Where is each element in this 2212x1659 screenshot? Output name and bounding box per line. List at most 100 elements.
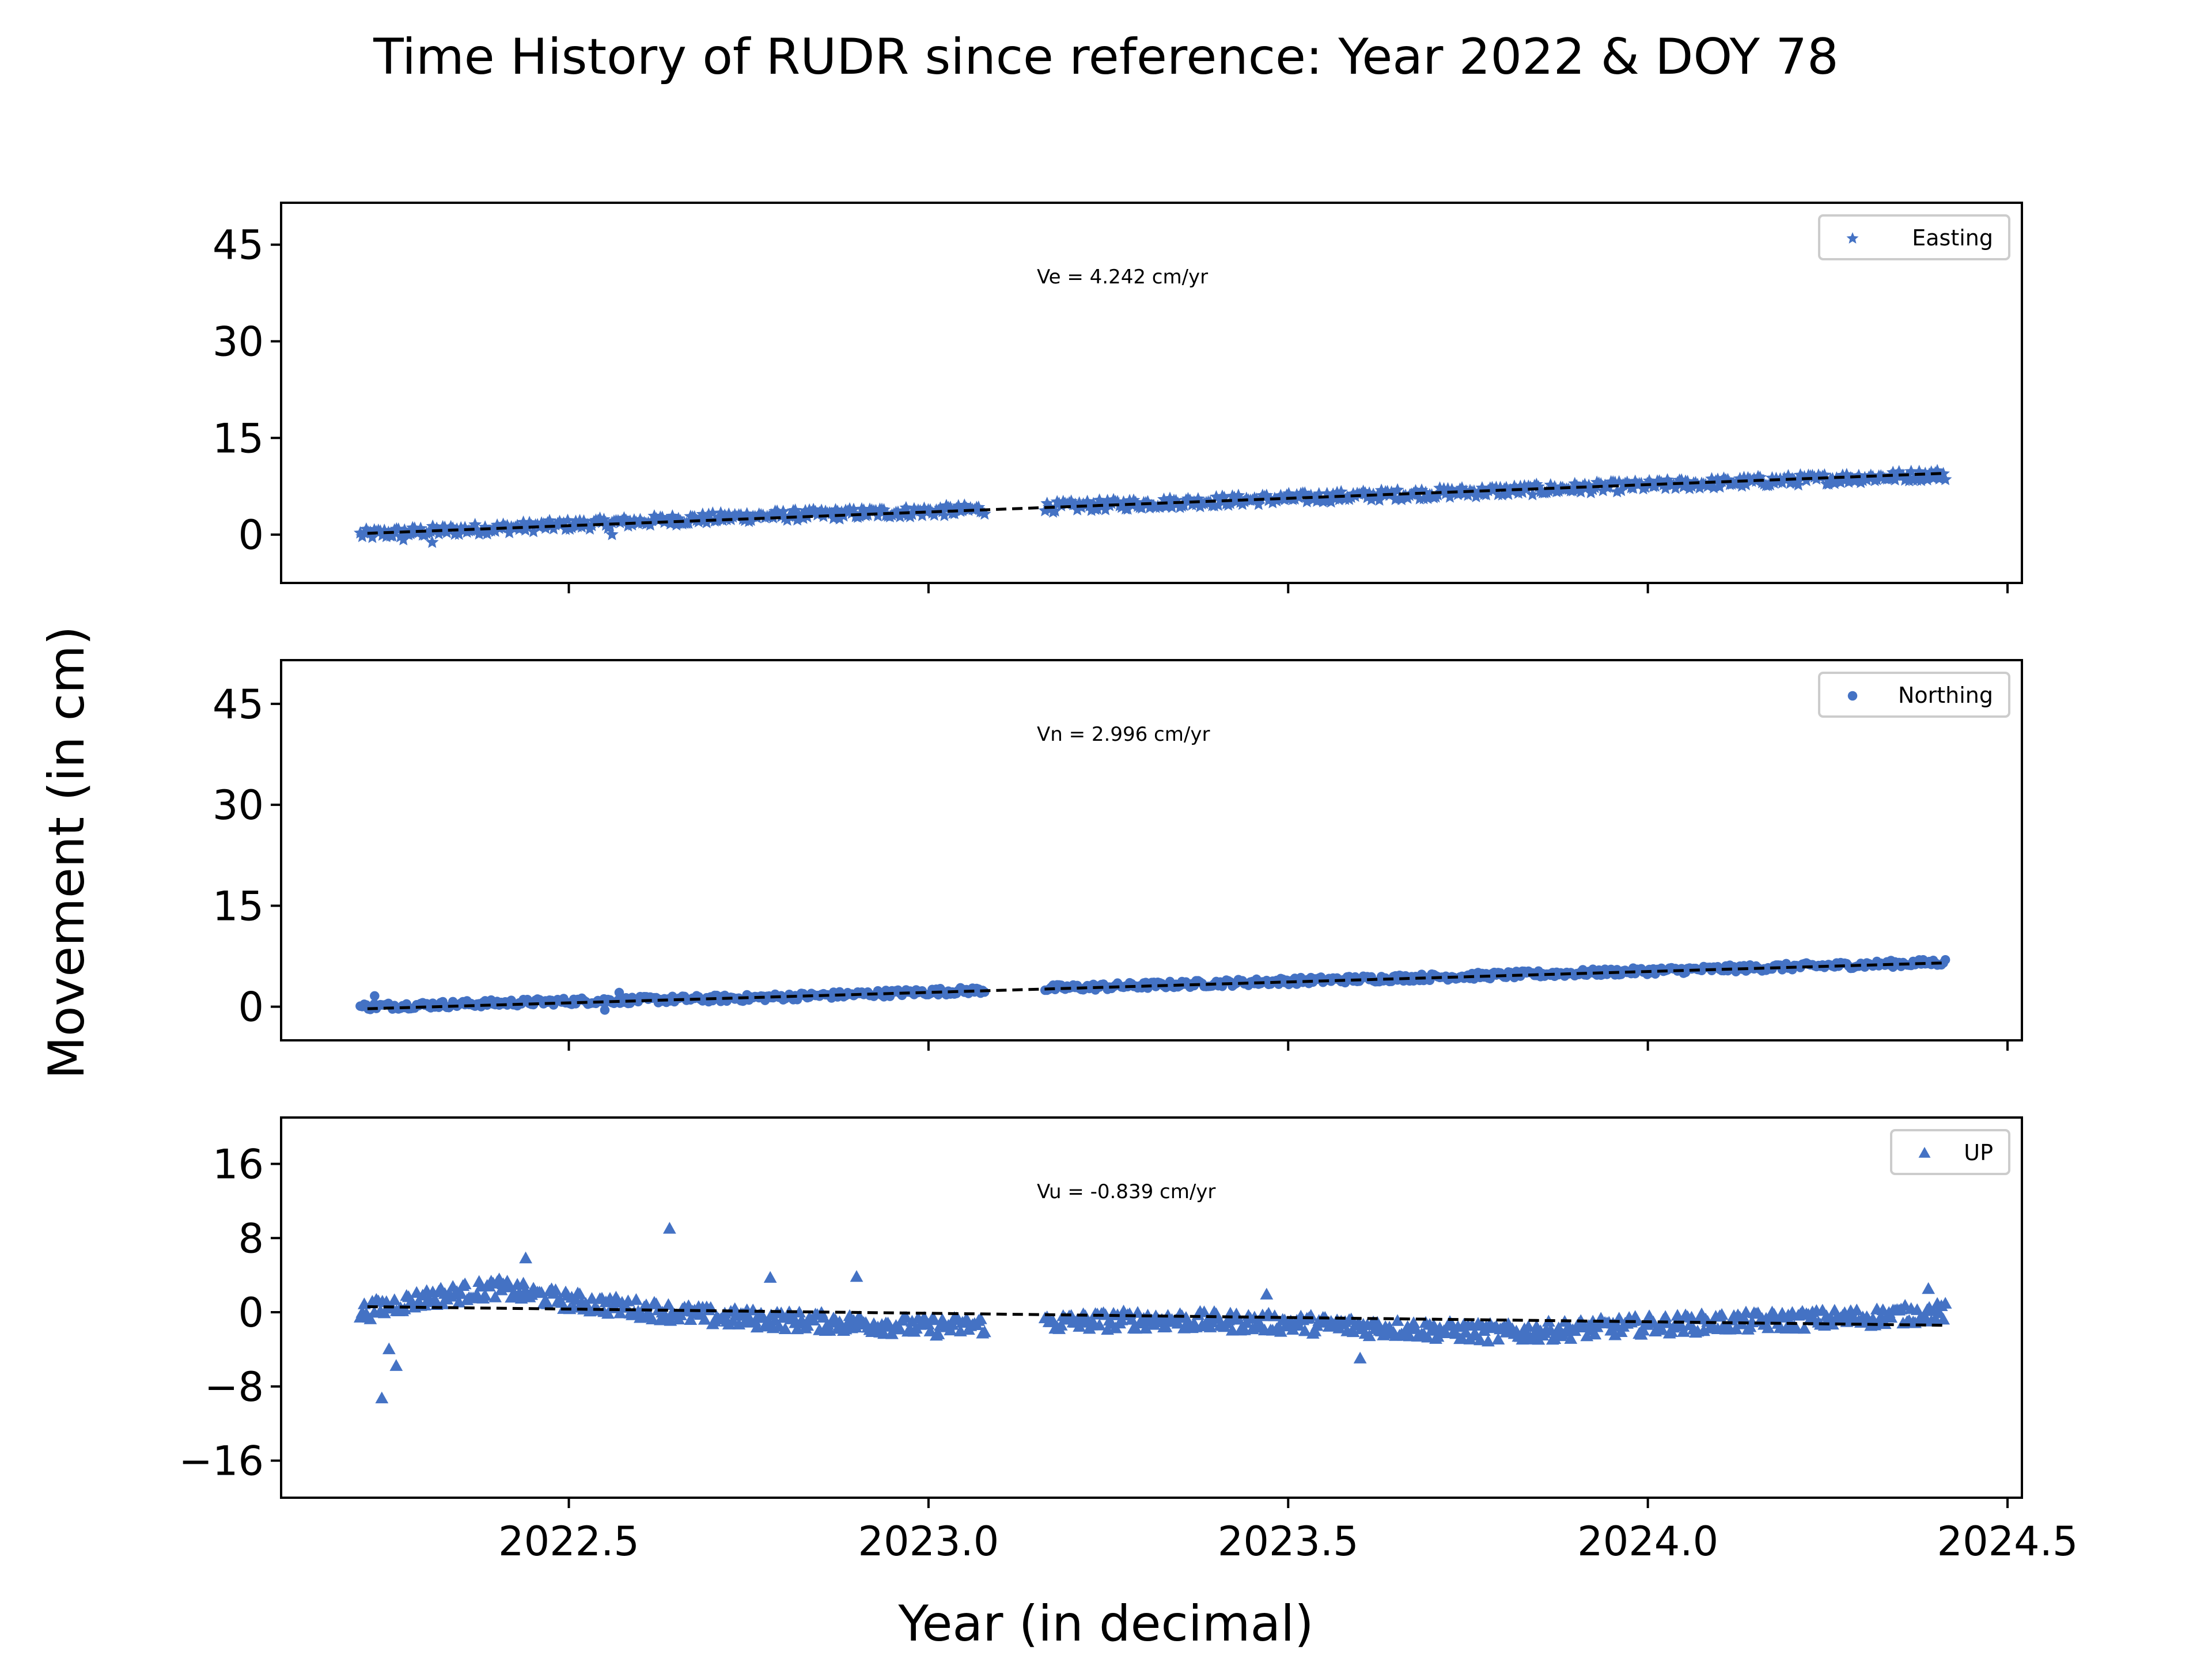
up-y-tick-label: −16: [179, 1438, 264, 1485]
up-point: [1588, 1327, 1602, 1340]
up-outlier-point: [382, 1342, 396, 1354]
easting-point: [1735, 479, 1749, 492]
up-legend: UP: [1890, 1129, 2010, 1175]
up-point: [1739, 1305, 1753, 1318]
easting-legend-marker: [1846, 232, 1859, 244]
easting-point: [899, 501, 913, 514]
up-point: [1910, 1303, 1924, 1315]
easting-point: [700, 516, 714, 529]
easting-legend-label: Easting: [1912, 225, 1993, 251]
up-axes-frame: [280, 1116, 2023, 1499]
up-outlier-point: [763, 1271, 777, 1283]
easting-point: [502, 525, 516, 539]
up-point: [635, 1309, 649, 1321]
up-point: [645, 1312, 659, 1325]
easting-point: [978, 507, 991, 520]
up-point: [478, 1289, 492, 1301]
easting-point: [1669, 481, 1682, 494]
easting-point: [1099, 502, 1112, 516]
up-y-tick-label: 8: [238, 1215, 264, 1262]
easting-point: [1938, 472, 1952, 486]
up-point: [1274, 1325, 1287, 1337]
easting-legend-box: [1818, 214, 2010, 260]
easting-outlier-point: [605, 528, 619, 540]
easting-point: [1070, 503, 1084, 516]
x-tick-label: 2024.0: [1577, 1518, 1718, 1565]
easting-point: [365, 531, 379, 543]
easting-point: [1610, 484, 1624, 498]
up-point: [1937, 1313, 1950, 1325]
northing-legend: Northing: [1818, 672, 2010, 718]
chart-title: Time History of RUDR since reference: Ye…: [373, 28, 1839, 86]
up-y-tick-label: 0: [238, 1289, 264, 1336]
up-point: [1918, 1310, 1932, 1323]
up-point: [363, 1312, 377, 1324]
easting-point: [1739, 478, 1753, 491]
up-point: [1362, 1329, 1376, 1342]
easting-point: [915, 509, 929, 521]
up-point: [1737, 1312, 1751, 1324]
easting-point: [1834, 475, 1847, 488]
up-point: [923, 1324, 937, 1336]
up-point: [1491, 1332, 1505, 1345]
up-outlier-point: [519, 1251, 532, 1264]
up-point: [388, 1293, 402, 1305]
easting-point: [1791, 478, 1805, 491]
easting-point: [1365, 493, 1378, 506]
northing-axes-frame: [280, 659, 2023, 1041]
up-point: [1391, 1314, 1404, 1326]
up-point: [1403, 1330, 1416, 1342]
easting-point: [1626, 481, 1640, 494]
easting-point: [385, 529, 399, 542]
up-point: [945, 1318, 959, 1330]
up-point: [931, 1327, 945, 1339]
northing-legend-label: Northing: [1898, 683, 1993, 708]
up-y-tick-label: 16: [213, 1141, 264, 1188]
easting-point: [1763, 478, 1777, 491]
up-point: [793, 1305, 806, 1318]
up-point: [1482, 1335, 1495, 1347]
northing-y-tick-label: 0: [238, 984, 264, 1031]
up-point: [1370, 1316, 1384, 1328]
easting-y-tick-label: 0: [238, 512, 264, 559]
x-tick-label: 2023.5: [1218, 1518, 1359, 1565]
northing-legend-marker: [1847, 691, 1858, 701]
up-point: [1797, 1321, 1811, 1334]
up-point: [1677, 1325, 1690, 1337]
up-outlier-point: [850, 1270, 863, 1282]
easting-point: [871, 509, 885, 522]
easting-point: [1443, 490, 1457, 503]
easting-series: [354, 464, 1952, 548]
easting-point: [833, 512, 846, 525]
up-outlier-point: [662, 1222, 676, 1234]
easting-point: [1431, 488, 1445, 501]
easting-velocity-label: Ve = 4.242 cm/yr: [1037, 266, 1208, 289]
up-point: [974, 1312, 987, 1324]
up-outlier-point: [1922, 1282, 1936, 1294]
up-point: [1608, 1328, 1622, 1340]
easting-outlier-point: [425, 535, 439, 548]
up-point: [549, 1283, 562, 1296]
easting-point: [1121, 502, 1134, 515]
y-axis-label: Movement (in cm): [38, 626, 96, 1080]
up-point: [629, 1293, 643, 1305]
up-legend-marker: [1918, 1147, 1931, 1158]
up-point: [541, 1297, 554, 1309]
up-legend-label: UP: [1964, 1140, 1993, 1165]
easting-point: [527, 524, 540, 537]
northing-y-tick-label: 15: [213, 882, 264, 930]
northing-y-tick-label: 45: [213, 681, 264, 728]
up-point: [849, 1320, 862, 1333]
easting-trend-line: [367, 472, 1943, 535]
easting-point: [1574, 485, 1588, 498]
easting-y-tick-label: 45: [213, 222, 264, 269]
up-outlier-point: [375, 1391, 389, 1404]
up-point: [1564, 1332, 1578, 1344]
up-point: [1762, 1321, 1775, 1334]
up-series: [353, 1222, 1952, 1404]
up-point: [1685, 1310, 1698, 1323]
up-point: [1298, 1324, 1312, 1336]
easting-legend: Easting: [1818, 214, 2010, 260]
up-point: [1093, 1319, 1106, 1331]
